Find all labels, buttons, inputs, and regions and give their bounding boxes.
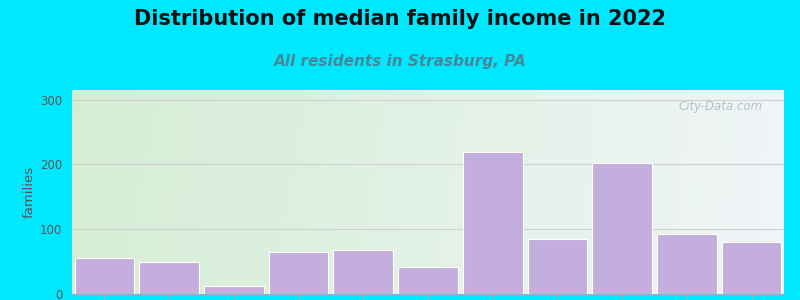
Text: All residents in Strasburg, PA: All residents in Strasburg, PA [274, 54, 526, 69]
Bar [139, 262, 199, 294]
Text: Distribution of median family income in 2022: Distribution of median family income in … [134, 9, 666, 29]
Bar [74, 258, 134, 294]
Bar [657, 234, 717, 294]
Bar [722, 242, 782, 294]
Bar [334, 250, 393, 294]
Y-axis label: families: families [23, 166, 36, 218]
Bar [463, 152, 522, 294]
Bar [528, 239, 587, 294]
Bar [204, 286, 263, 294]
Bar [398, 267, 458, 294]
Bar [269, 252, 328, 294]
Text: City-Data.com: City-Data.com [678, 100, 762, 113]
Bar [593, 163, 652, 294]
